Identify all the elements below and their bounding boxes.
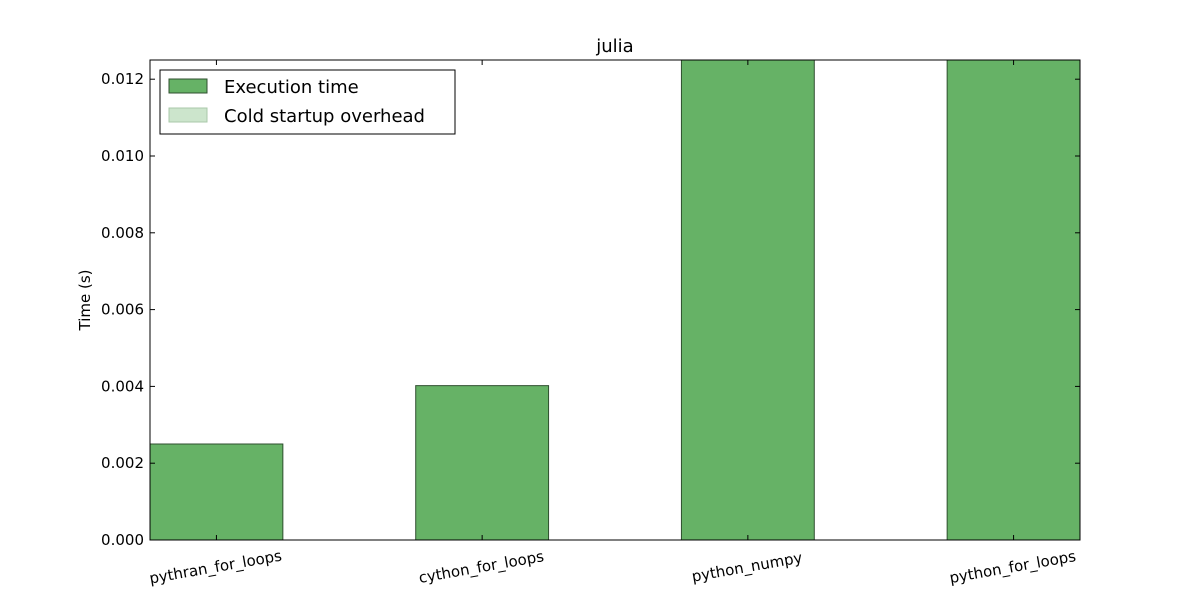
y-tick-label: 0.002 xyxy=(101,454,144,472)
legend-label-cold-startup-overhead: Cold startup overhead xyxy=(224,106,425,127)
legend-swatch-execution-time xyxy=(168,78,208,94)
y-tick-label: 0.004 xyxy=(101,377,144,395)
plot-frame xyxy=(149,59,1081,541)
y-axis-label: Time (s) xyxy=(76,270,94,332)
bar-pythran-for-loops xyxy=(149,443,284,541)
x-tick-label: cython_for_loops xyxy=(417,547,545,588)
bar-python-for-loops xyxy=(946,59,1081,541)
y-tick-label: 0.012 xyxy=(101,70,144,88)
y-tick-label: 0.006 xyxy=(101,301,144,319)
bar-cython-for-loops xyxy=(415,385,550,541)
y-tick-label: 0.010 xyxy=(101,147,144,165)
x-tick-label: python_for_loops xyxy=(948,547,1077,588)
legend-box xyxy=(159,69,456,135)
legend-swatch-cold-startup-overhead xyxy=(168,107,208,123)
x-tick-label: python_numpy xyxy=(690,548,804,586)
y-tick-label: 0.000 xyxy=(101,531,144,549)
bar-python-numpy xyxy=(680,59,815,541)
chart-title: julia xyxy=(595,36,633,57)
y-tick-label: 0.008 xyxy=(101,224,144,242)
x-tick-label: pythran_for_loops xyxy=(148,547,284,589)
legend: Execution time Cold startup overhead xyxy=(159,69,456,135)
legend-label-execution-time: Execution time xyxy=(224,77,359,98)
